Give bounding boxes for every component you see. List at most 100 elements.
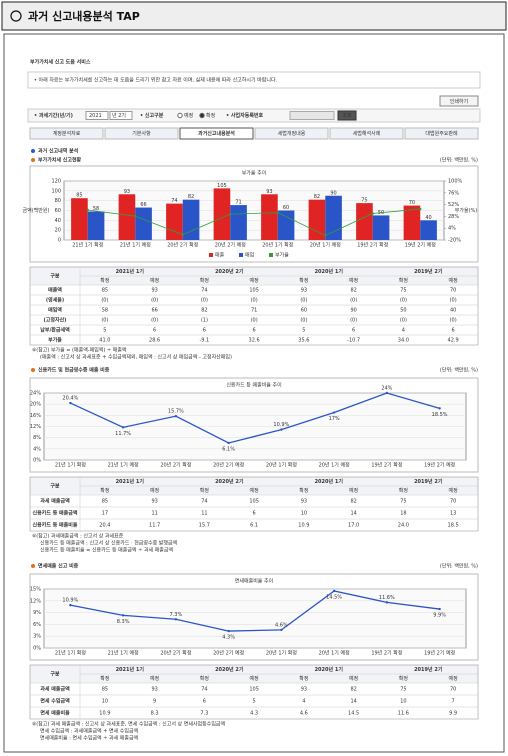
row-label: 매입액: [48, 307, 62, 314]
table-header: 2020년 2기: [215, 268, 244, 275]
table-header: 2020년 1기: [315, 268, 344, 275]
x-tick-label: 20년 2기 예정: [213, 650, 244, 657]
tab-label: 대법원주요판례: [425, 130, 458, 137]
point-label: 10.9%: [62, 598, 78, 604]
table-header: 구분: [50, 671, 60, 678]
point: [371, 212, 374, 215]
point: [121, 614, 125, 617]
legend-label: 부가율: [275, 252, 289, 259]
x-tick-label: 20년 2기 확정: [167, 242, 198, 249]
y-tick-label: 0%: [33, 646, 41, 652]
bar-value-label: 85: [76, 193, 82, 199]
bar: [230, 205, 247, 240]
table-header: 2021년 1기: [116, 478, 145, 485]
table-header: 2021년 1기: [116, 666, 145, 673]
radio[interactable]: [199, 112, 205, 119]
radio[interactable]: [177, 112, 183, 119]
table-cell: -10.7: [347, 338, 360, 344]
bizno-input[interactable]: [289, 111, 335, 120]
legend-swatch: [269, 253, 273, 257]
table-cell: 105: [249, 687, 259, 693]
header-title: 과거 신고내용분석 TAP: [28, 9, 140, 23]
bar-value-label: 93: [266, 189, 272, 195]
table-cell: 32.6: [249, 338, 260, 344]
print-button[interactable]: [439, 95, 479, 107]
table-subheader: 확정: [100, 487, 109, 494]
tab[interactable]: [329, 127, 404, 140]
table-cell: 9.9: [449, 711, 457, 717]
point: [332, 589, 336, 593]
section-title: 과거 신고내역 분석: [38, 148, 79, 155]
line: [70, 392, 440, 444]
x-tick-label: 21년 1기 확정: [55, 650, 86, 657]
tab[interactable]: [254, 127, 329, 140]
table-cell: (0): [450, 298, 457, 304]
table-cell: (0): [350, 318, 357, 324]
table-cell: 85: [102, 288, 108, 294]
point: [229, 212, 232, 216]
table-header: 2020년 1기: [315, 478, 344, 485]
bar: [356, 203, 373, 240]
section-dot: [31, 149, 35, 153]
tab[interactable]: [179, 127, 254, 140]
table-subheader: 확정: [200, 277, 209, 284]
row-label: 신용카드 등 매출금액: [33, 510, 78, 517]
point: [69, 401, 72, 405]
table-header: 2020년 1기: [315, 666, 344, 673]
bar: [213, 188, 231, 240]
radio-label: 예정: [184, 112, 193, 119]
y-tick-label: 20: [55, 228, 61, 234]
bar-value-label: 40: [425, 215, 431, 221]
point-label: 7.3%: [170, 612, 183, 618]
search-button[interactable]: [337, 110, 357, 121]
bar: [182, 199, 200, 240]
point-label: 6.1%: [222, 446, 235, 452]
table-cell: 6: [352, 328, 355, 334]
unit-label: (단위: 백만원, %): [440, 367, 478, 374]
point: [134, 214, 137, 218]
tab[interactable]: [29, 127, 104, 140]
table-cell: 6: [203, 328, 206, 334]
row-label: 면세 매출비율: [40, 710, 70, 717]
y2-tick-label: 4%: [448, 226, 456, 232]
table-cell: (0): [450, 318, 457, 324]
bar-value-label: 71: [235, 200, 241, 206]
table-cell: 66: [151, 308, 157, 314]
bar: [118, 194, 136, 240]
table-cell: 4.3: [250, 711, 258, 717]
table-cell: 5: [103, 328, 106, 334]
point-label: 20.4%: [62, 396, 78, 402]
y-tick-label: 6%: [33, 622, 41, 628]
bar: [403, 205, 421, 240]
table-subheader: 예정: [449, 675, 458, 682]
y-tick-label: 12%: [30, 598, 41, 604]
table-cell: 28.6: [149, 338, 160, 344]
table-cell: 90: [350, 308, 356, 314]
y-tick-label: 9%: [33, 610, 41, 616]
table-cell: 10: [102, 699, 108, 705]
table-cell: 75: [400, 687, 406, 693]
year-select[interactable]: [85, 111, 109, 120]
table-cell: 50: [400, 308, 406, 314]
tab[interactable]: [104, 127, 179, 140]
term-select[interactable]: [109, 111, 133, 120]
x-tick-label: 21년 1기 예정: [120, 242, 151, 249]
x-tick-label: 20년 1기 예정: [319, 462, 350, 469]
table-cell: (0): [101, 318, 108, 324]
x-tick-label: 19년 2기 확정: [371, 650, 402, 657]
table-cell: 17.0: [348, 523, 359, 529]
table-cell: 24.0: [398, 523, 409, 529]
row-label: 신용카드 등 매출비율: [33, 522, 78, 529]
x-tick-label: 20년 1기 확정: [266, 650, 297, 657]
table-cell: 105: [249, 288, 259, 294]
table-cell: 34.0: [398, 338, 409, 344]
point-label: 11.6%: [379, 595, 395, 601]
point: [174, 618, 178, 621]
tab[interactable]: [404, 127, 479, 140]
table-cell: 4: [402, 328, 405, 334]
subsection-dot: [31, 158, 35, 162]
table-cell: 11.7: [149, 523, 160, 529]
y2-tick-label: -20%: [448, 238, 461, 244]
